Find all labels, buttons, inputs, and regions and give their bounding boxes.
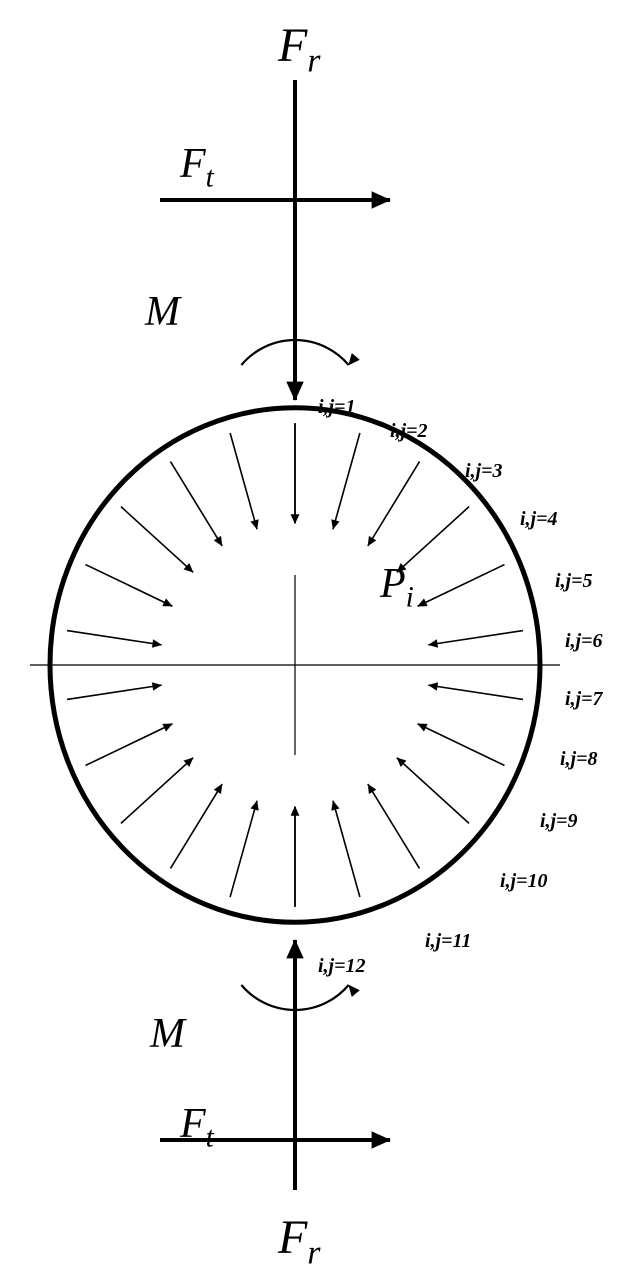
index-label-1: i,j=1 — [318, 396, 356, 419]
pressure-arrow — [368, 784, 420, 868]
pressure-arrow — [86, 565, 173, 607]
pressure-arrow — [230, 801, 257, 897]
pressure-arrow — [170, 784, 222, 868]
pressure-arrow — [418, 565, 505, 607]
pressure-arrow — [230, 433, 257, 529]
pressure-arrow — [333, 801, 360, 897]
index-label-4: i,j=4 — [520, 508, 558, 531]
index-label-5: i,j=5 — [555, 570, 593, 593]
label-Pi: Pi — [380, 560, 414, 614]
index-label-12: i,j=12 — [318, 955, 366, 978]
index-label-3: i,j=3 — [465, 460, 503, 483]
label-Ft_bot: Ft — [180, 1100, 214, 1154]
pressure-arrow — [333, 433, 360, 529]
pressure-arrow — [428, 631, 523, 645]
pressure-arrow — [428, 685, 523, 699]
pressure-arrow — [86, 724, 173, 766]
label-Ft_top: Ft — [180, 140, 214, 194]
index-label-7: i,j=7 — [565, 688, 603, 711]
label-Fr_top: Fr — [278, 18, 320, 81]
pressure-arrow — [170, 462, 222, 546]
pressure-arrow — [67, 685, 162, 699]
index-label-6: i,j=6 — [565, 630, 603, 653]
pressure-arrow — [397, 758, 469, 824]
index-label-11: i,j=11 — [425, 930, 471, 953]
index-label-9: i,j=9 — [540, 810, 578, 833]
pressure-arrow — [368, 462, 420, 546]
index-label-10: i,j=10 — [500, 870, 548, 893]
pressure-arrow — [67, 631, 162, 645]
pressure-arrow — [418, 724, 505, 766]
label-Fr_bot: Fr — [278, 1210, 320, 1273]
label-M_bot: M — [150, 1010, 185, 1058]
label-M_top: M — [145, 288, 180, 336]
pressure-arrow — [121, 507, 193, 573]
index-label-8: i,j=8 — [560, 748, 598, 771]
index-label-2: i,j=2 — [390, 420, 428, 443]
pressure-arrow — [121, 758, 193, 824]
